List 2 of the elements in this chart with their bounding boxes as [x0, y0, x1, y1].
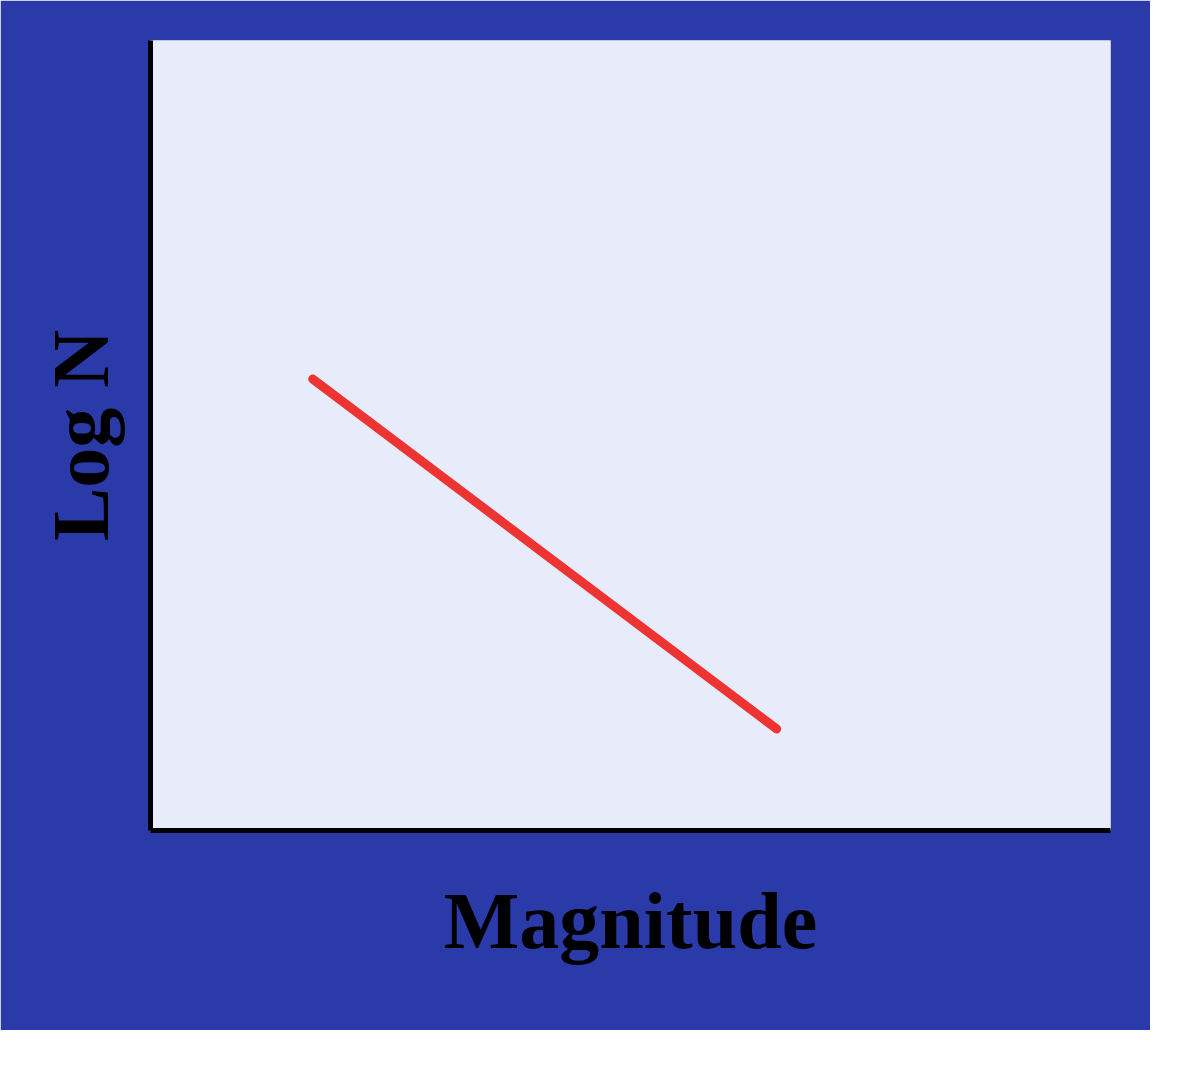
y-axis-title: Log N — [36, 329, 125, 542]
x-axis-title: Magnitude — [443, 876, 818, 965]
